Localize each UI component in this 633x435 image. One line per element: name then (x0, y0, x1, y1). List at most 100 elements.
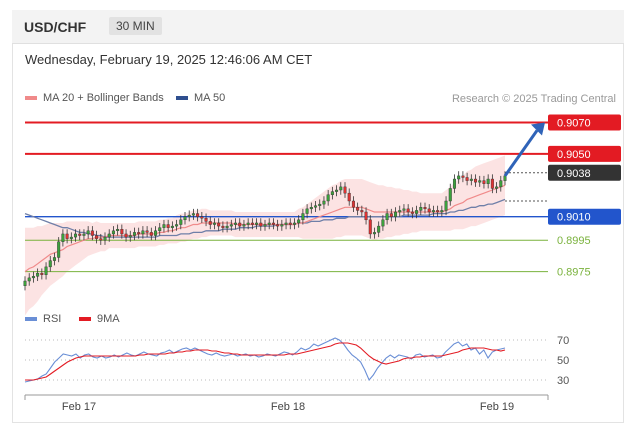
candle (486, 174, 490, 189)
candle-body (314, 205, 318, 208)
candle-body (132, 232, 136, 236)
support-level-label: 0.9010 (557, 212, 591, 224)
legend-ma20-swatch (25, 96, 37, 100)
candle-body (495, 186, 499, 189)
candle (255, 218, 259, 230)
candle-body (65, 233, 69, 239)
candle (326, 190, 330, 206)
candle-body (385, 213, 389, 221)
candle-body (221, 225, 225, 228)
candle (444, 196, 448, 216)
candle-body (440, 210, 444, 213)
candle-body (461, 175, 465, 178)
candle (284, 218, 288, 230)
candle-body (162, 224, 166, 228)
candle (221, 221, 225, 233)
candle (187, 210, 191, 222)
candle (229, 219, 233, 231)
candle (314, 201, 318, 212)
candle-body (457, 175, 461, 180)
x-tick-label: Feb 17 (62, 401, 96, 413)
candle (335, 185, 339, 197)
candle (196, 208, 200, 222)
candle-body (259, 222, 263, 227)
legend-rsi-swatch (25, 317, 37, 321)
candle-body (183, 216, 187, 221)
candle (461, 171, 465, 183)
candle-body (499, 180, 503, 188)
pivot-level-label: 0.8995 (557, 235, 591, 247)
candle-body (427, 208, 431, 213)
candle-body (141, 230, 145, 235)
candle-body (330, 191, 334, 195)
candle (297, 215, 301, 228)
candle (74, 229, 78, 242)
candle (95, 230, 99, 244)
legend-ma50: MA 50 (176, 92, 225, 104)
candle-body (40, 272, 44, 275)
candle-body (326, 194, 330, 202)
candle (36, 268, 40, 282)
candle-body (444, 200, 448, 211)
candle-body (465, 177, 469, 181)
candle (271, 218, 275, 230)
candle (301, 208, 305, 225)
candle (322, 196, 326, 209)
candle-body (61, 233, 65, 242)
candle-body (57, 241, 61, 258)
candle (377, 221, 381, 238)
timeframe-badge[interactable]: 30 MIN (109, 17, 162, 35)
candle (280, 219, 284, 231)
candle (368, 215, 372, 239)
candle (200, 211, 204, 223)
candle-body (301, 213, 305, 221)
candle-body (255, 222, 259, 225)
candle-body (166, 224, 170, 228)
candle (217, 218, 221, 231)
candle (452, 174, 456, 194)
candle (149, 227, 153, 241)
candle (44, 262, 48, 280)
candle (394, 207, 398, 222)
candle-body (469, 178, 473, 181)
candle-body (204, 218, 208, 222)
candle-body (372, 232, 376, 235)
candle (191, 208, 195, 220)
legend-ma50-label: MA 50 (194, 92, 226, 104)
candle (61, 229, 65, 247)
candle-body (86, 230, 90, 235)
candle (263, 219, 267, 231)
candle (225, 221, 229, 233)
legend-9ma-label: 9MA (97, 313, 120, 325)
timestamp: Wednesday, February 19, 2025 12:46:06 AM… (25, 52, 313, 67)
candle-body (271, 222, 275, 225)
candle-body (95, 235, 99, 239)
candle-body (154, 230, 158, 236)
candle-body (149, 232, 153, 236)
candle-body (423, 207, 427, 210)
candle-body (217, 222, 221, 227)
candle (158, 222, 162, 236)
candle (246, 218, 250, 230)
candle-body (343, 186, 347, 194)
candle (427, 204, 431, 217)
candle (40, 268, 44, 280)
candle-body (170, 225, 174, 228)
candle (402, 204, 406, 216)
candle (242, 219, 246, 231)
candle (347, 188, 351, 206)
candle (330, 186, 334, 200)
candle (431, 205, 435, 217)
candle (499, 175, 503, 192)
candle-body (225, 225, 229, 228)
candle-body (318, 203, 322, 206)
candle (69, 232, 73, 244)
candle-body (31, 276, 35, 279)
candle-body (179, 219, 183, 225)
candle (356, 202, 360, 216)
candle-body (276, 224, 280, 227)
candle (423, 202, 427, 214)
candle-body (234, 222, 238, 225)
candle-body (406, 208, 410, 213)
candle-body (191, 213, 195, 216)
